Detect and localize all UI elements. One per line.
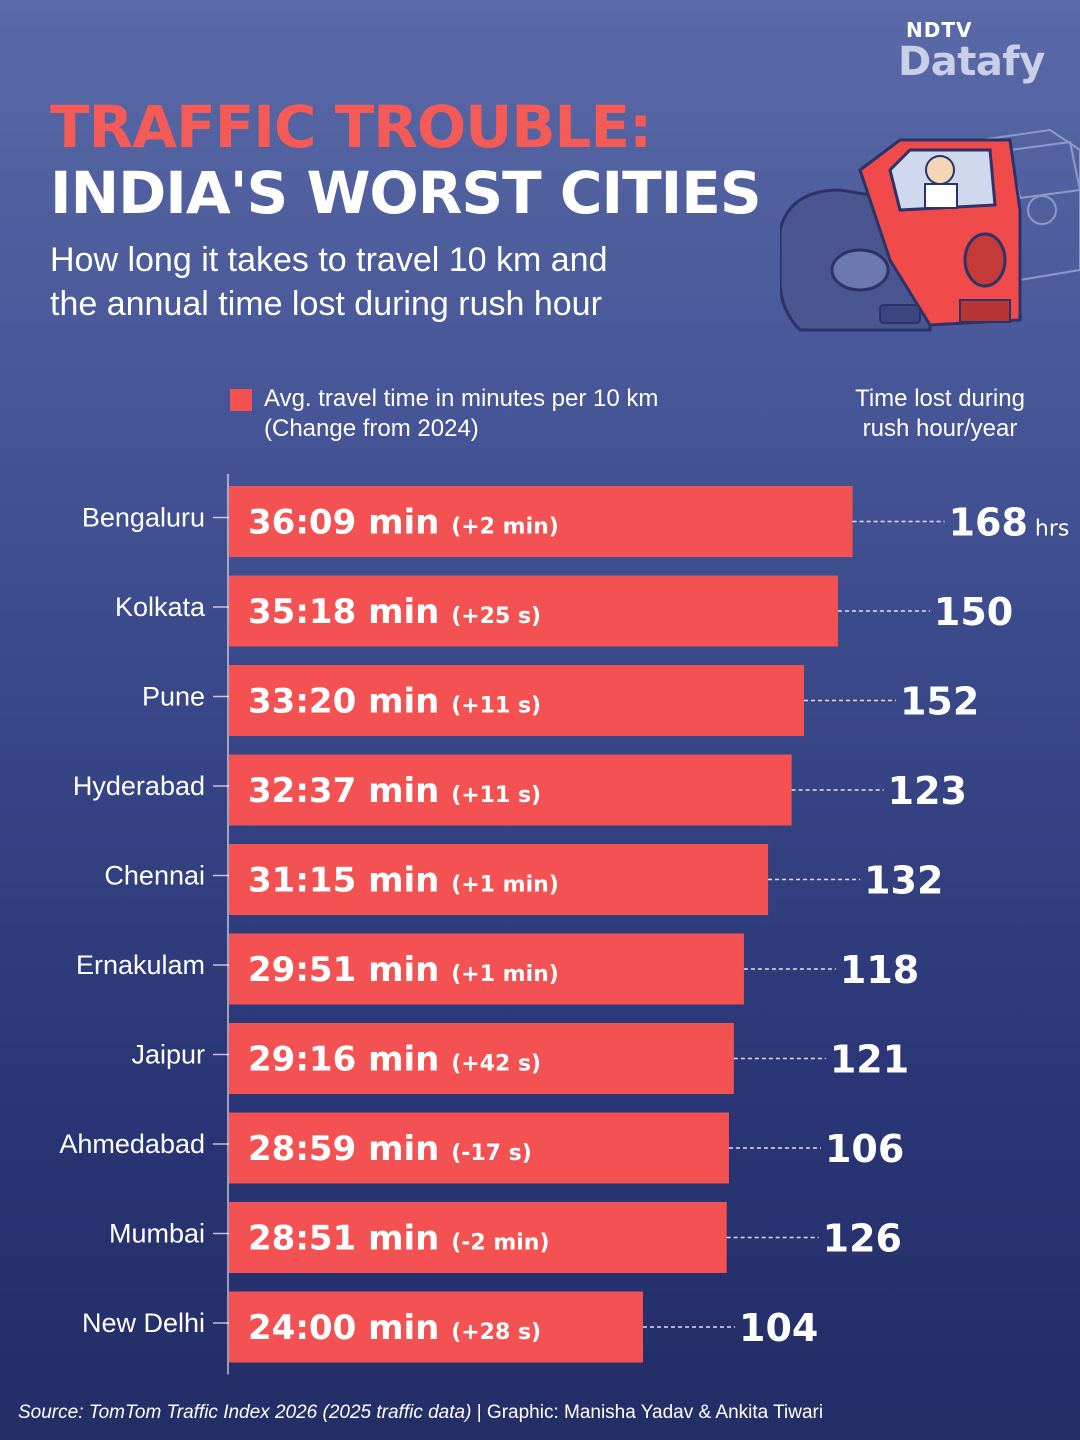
travel-time-bar bbox=[229, 486, 853, 557]
time-lost-value: 123 bbox=[888, 769, 967, 813]
change-from-2024: (-17 s) bbox=[451, 1141, 532, 1166]
travel-time-value: 31:15 min bbox=[248, 861, 451, 901]
legend-time-lost-line-2: rush hour/year bbox=[862, 415, 1018, 442]
time-lost-number: 150 bbox=[934, 590, 1013, 634]
time-lost-number: 168 bbox=[949, 501, 1028, 545]
legend-swatch bbox=[230, 389, 252, 411]
logo-ndtv-text: NDTV bbox=[906, 18, 973, 42]
time-lost-value: 104 bbox=[739, 1306, 818, 1350]
travel-time-value: 36:09 min bbox=[248, 503, 451, 543]
subtitle-line-1: How long it takes to travel 10 km and bbox=[50, 241, 608, 279]
travel-time-label: 31:15 min (+1 min) bbox=[248, 861, 559, 901]
travel-time-value: 24:00 min bbox=[248, 1308, 451, 1348]
city-label: Mumbai bbox=[109, 1219, 205, 1249]
change-from-2024: (+25 s) bbox=[451, 604, 541, 629]
travel-time-label: 33:20 min (+11 s) bbox=[248, 682, 541, 722]
legend-time-lost: Time lost during rush hour/year bbox=[830, 384, 1050, 444]
title-line-2: INDIA'S WORST CITIES bbox=[50, 159, 762, 227]
time-lost-number: 132 bbox=[864, 859, 943, 903]
legend-bar: Avg. travel time in minutes per 10 km (C… bbox=[230, 384, 658, 444]
time-lost-number: 118 bbox=[840, 948, 919, 992]
travel-time-label: 36:09 min (+2 min) bbox=[248, 503, 559, 543]
subtitle: How long it takes to travel 10 km and th… bbox=[50, 238, 750, 326]
travel-time-value: 35:18 min bbox=[248, 592, 451, 632]
time-lost-value: 132 bbox=[864, 859, 943, 903]
travel-time-value: 29:16 min bbox=[248, 1040, 451, 1080]
travel-time-label: 28:51 min (-2 min) bbox=[248, 1219, 550, 1259]
title-line-1: TRAFFIC TROUBLE: bbox=[50, 93, 652, 161]
legend-bar-label-line-1: Avg. travel time in minutes per 10 km bbox=[264, 385, 659, 412]
change-from-2024: (+2 min) bbox=[451, 515, 559, 540]
legend-time-lost-line-1: Time lost during bbox=[855, 385, 1025, 412]
city-label: Bengaluru bbox=[82, 503, 205, 533]
travel-time-label: 35:18 min (+25 s) bbox=[248, 592, 541, 632]
time-lost-number: 121 bbox=[830, 1038, 909, 1082]
source-credit: Source: TomTom Traffic Index 2026 (2025 … bbox=[18, 1402, 823, 1424]
travel-time-label: 29:16 min (+42 s) bbox=[248, 1040, 541, 1080]
time-lost-unit: hrs bbox=[1028, 517, 1069, 542]
graphic-credit: | Graphic: Manisha Yadav & Ankita Tiwari bbox=[471, 1402, 824, 1423]
travel-time-bar bbox=[229, 665, 804, 736]
legend-bar-label: Avg. travel time in minutes per 10 km (C… bbox=[264, 384, 658, 444]
time-lost-number: 152 bbox=[900, 680, 979, 724]
time-lost-number: 123 bbox=[888, 769, 967, 813]
time-lost-number: 106 bbox=[825, 1127, 904, 1171]
travel-time-bar bbox=[229, 575, 838, 647]
travel-time-label: 28:59 min (-17 s) bbox=[248, 1129, 532, 1169]
change-from-2024: (+11 s) bbox=[451, 783, 541, 808]
travel-time-bar bbox=[229, 1023, 734, 1094]
travel-time-bar bbox=[229, 1202, 727, 1273]
city-label: Chennai bbox=[104, 861, 205, 891]
city-label: Kolkata bbox=[115, 592, 206, 622]
logo-datafy-text: Datafy bbox=[898, 39, 1045, 85]
change-from-2024: (+1 min) bbox=[451, 873, 559, 898]
time-lost-value: 106 bbox=[825, 1127, 904, 1171]
time-lost-value: 152 bbox=[900, 680, 979, 724]
time-lost-number: 126 bbox=[823, 1217, 902, 1261]
time-lost-value: 118 bbox=[840, 948, 919, 992]
change-from-2024: (+42 s) bbox=[451, 1052, 541, 1077]
travel-time-label: 32:37 min (+11 s) bbox=[248, 771, 541, 811]
legend-bar-label-line-2: (Change from 2024) bbox=[264, 415, 479, 442]
red-car-headlight bbox=[963, 232, 1007, 288]
travel-time-value: 29:51 min bbox=[248, 950, 451, 990]
travel-time-bar bbox=[229, 844, 769, 915]
travel-time-value: 28:59 min bbox=[248, 1129, 451, 1169]
travel-time-label: 24:00 min (+28 s) bbox=[248, 1308, 541, 1348]
change-from-2024: (-2 min) bbox=[451, 1231, 549, 1256]
travel-time-value: 28:51 min bbox=[248, 1219, 451, 1259]
city-label: Pune bbox=[142, 682, 205, 712]
travel-time-value: 33:20 min bbox=[248, 682, 451, 722]
time-lost-value: 121 bbox=[830, 1038, 909, 1082]
travel-time-label: 29:51 min (+1 min) bbox=[248, 950, 559, 990]
city-label: Hyderabad bbox=[73, 771, 205, 801]
change-from-2024: (+28 s) bbox=[451, 1320, 541, 1345]
city-label: New Delhi bbox=[82, 1308, 205, 1338]
city-label: Jaipur bbox=[131, 1040, 205, 1070]
traffic-cars-illustration bbox=[780, 128, 1080, 332]
travel-time-value: 32:37 min bbox=[248, 771, 451, 811]
red-car-icon bbox=[858, 138, 1022, 327]
time-lost-value: 168 hrs bbox=[949, 501, 1070, 545]
city-label: Ernakulam bbox=[76, 950, 205, 980]
travel-time-bar bbox=[229, 933, 744, 1005]
travel-time-bar bbox=[229, 1291, 643, 1363]
ndtv-datafy-logo: NDTV Datafy bbox=[898, 20, 1058, 84]
travel-time-bar bbox=[229, 1112, 729, 1184]
change-from-2024: (+11 s) bbox=[451, 694, 541, 719]
driver-shirt bbox=[924, 183, 958, 209]
time-lost-number: 104 bbox=[739, 1306, 818, 1350]
travel-time-bar bbox=[229, 754, 792, 826]
time-lost-value: 126 bbox=[823, 1217, 902, 1261]
change-from-2024: (+1 min) bbox=[451, 962, 559, 987]
subtitle-line-2: the annual time lost during rush hour bbox=[50, 285, 602, 323]
source-text: Source: TomTom Traffic Index 2026 (2025 … bbox=[18, 1402, 472, 1423]
city-label: Ahmedabad bbox=[59, 1129, 205, 1159]
time-lost-value: 150 bbox=[934, 590, 1013, 634]
